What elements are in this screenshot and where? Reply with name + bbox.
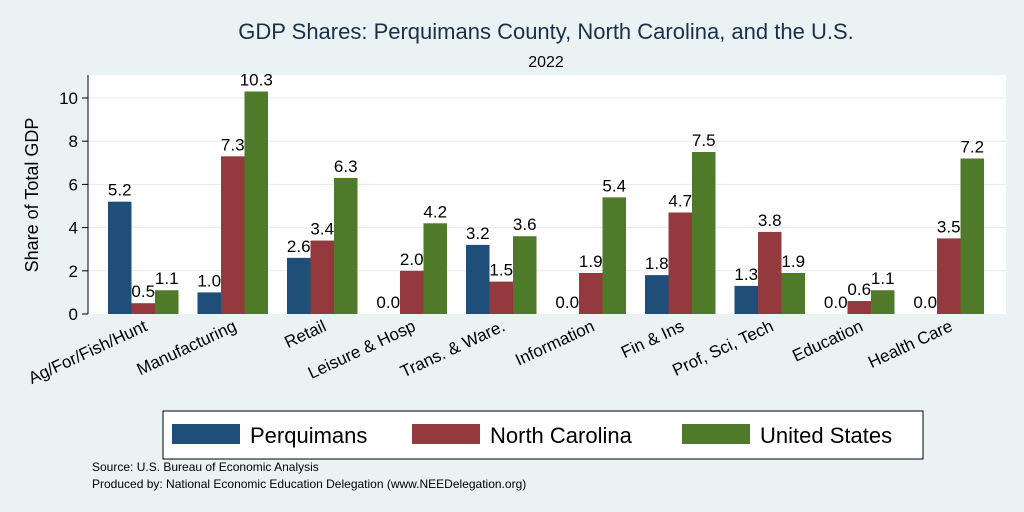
bar-2-4: [400, 270, 424, 314]
legend-label: United States: [760, 423, 892, 448]
bar-1-3: [287, 257, 311, 314]
data-label: 0.0: [824, 293, 848, 312]
bar-2-8: [758, 231, 782, 314]
legend-swatch-3: [682, 424, 750, 444]
data-label: 1.1: [155, 269, 179, 288]
data-label: 3.2: [466, 224, 490, 243]
bar-3-7: [692, 152, 716, 314]
bar-2-7: [668, 212, 692, 314]
data-label: 0.0: [555, 293, 579, 312]
y-tick-label: 4: [69, 219, 78, 238]
chart-subtitle: 2022: [528, 54, 564, 71]
y-tick-label: 0: [69, 305, 78, 324]
data-label: 2.0: [400, 250, 424, 269]
source-line-2: Produced by: National Economic Education…: [92, 477, 526, 491]
data-label: 1.5: [489, 261, 513, 280]
bar-3-8: [781, 272, 805, 314]
bar-2-3: [310, 240, 334, 314]
data-labels: 5.20.51.1 1.07.310.32.63.46.30.02.04.23.2…: [108, 71, 984, 312]
bar-1-7: [645, 275, 669, 314]
data-label: 1.9: [781, 252, 805, 271]
legend-box: [162, 410, 924, 460]
legend-swatch-2: [412, 424, 480, 444]
data-label: 7.3: [221, 135, 245, 154]
bars: [108, 91, 984, 315]
data-label: 1.8: [645, 254, 669, 273]
bar-2-5: [489, 281, 513, 314]
bar-1-5: [466, 244, 490, 314]
bar-3-6: [602, 197, 626, 314]
data-label: 0.0: [376, 293, 400, 312]
data-label: 3.8: [758, 211, 782, 230]
data-label: 7.2: [960, 137, 984, 156]
bar-3-9: [871, 290, 895, 314]
data-label: 0.6: [847, 280, 871, 299]
bar-3-10: [960, 158, 984, 314]
data-label: 3.4: [310, 220, 334, 239]
data-label: 7.5: [692, 131, 716, 150]
legend: Perquimans North Carolina United States: [162, 410, 924, 460]
bar-2-10: [937, 238, 961, 314]
data-label: 4.7: [668, 191, 692, 210]
bar-3-4: [423, 223, 447, 314]
bar-3-1: [155, 290, 179, 314]
legend-label: North Carolina: [490, 423, 633, 448]
data-label: 3.6: [513, 215, 537, 234]
bar-3-5: [513, 236, 537, 314]
chart-title: GDP Shares: Perquimans County, North Car…: [238, 19, 853, 44]
bar-2-2: [221, 156, 245, 314]
data-label: 5.2: [108, 181, 132, 200]
data-label: 4.2: [423, 202, 447, 221]
legend-swatch-1: [172, 424, 240, 444]
data-label: 1.9: [579, 252, 603, 271]
y-tick-label: 2: [69, 262, 78, 281]
data-label: 2.6: [287, 237, 311, 256]
bar-2-6: [579, 272, 603, 314]
bar-3-2: [244, 91, 268, 315]
source-line-1: Source: U.S. Bureau of Economic Analysis: [92, 460, 319, 474]
bar-2-1: [131, 303, 155, 314]
bar-2-9: [847, 301, 871, 314]
data-label: 1.1: [871, 269, 895, 288]
source-note: Source: U.S. Bureau of Economic Analysis…: [92, 460, 526, 491]
data-label: 6.3: [334, 157, 358, 176]
data-label: 0.0: [913, 293, 937, 312]
data-label: 1.0: [197, 271, 221, 290]
bar-1-2: [197, 292, 221, 314]
data-label: 3.5: [937, 217, 961, 236]
y-tick-label: 6: [69, 175, 78, 194]
y-tick-label: 10: [59, 89, 78, 108]
data-label: 5.4: [602, 176, 626, 195]
y-axis-label: Share of Total GDP: [22, 118, 42, 273]
bar-1-8: [734, 285, 758, 314]
legend-label: Perquimans: [250, 423, 367, 448]
bar-1-1: [108, 201, 132, 314]
data-label: 10.3: [240, 71, 273, 90]
data-label: 0.5: [131, 282, 155, 301]
y-tick-label: 8: [69, 132, 78, 151]
data-label: 1.3: [734, 265, 758, 284]
y-axis-ticks: 0 2 4 6 8 10: [59, 89, 88, 324]
bar-3-3: [334, 177, 358, 314]
